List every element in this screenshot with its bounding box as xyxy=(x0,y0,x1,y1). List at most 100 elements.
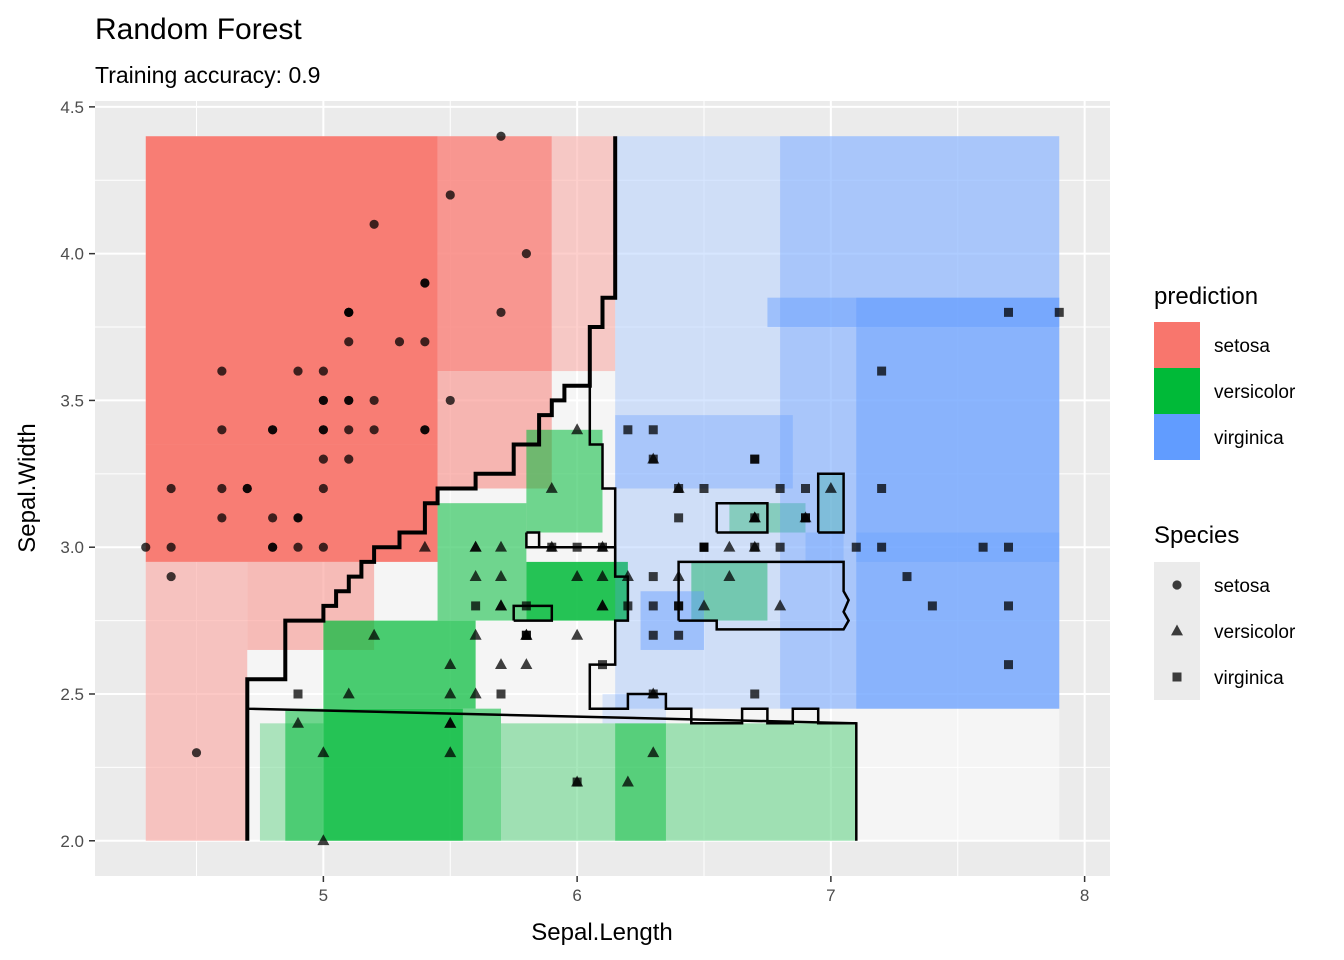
chart-title: Random Forest xyxy=(95,13,302,46)
x-tick-label: 6 xyxy=(572,886,581,905)
y-tick-label: 2.0 xyxy=(60,832,84,851)
x-tick-label: 5 xyxy=(319,886,328,905)
legend-label-setosa: setosa xyxy=(1214,336,1270,357)
point-setosa xyxy=(420,425,430,435)
point-setosa xyxy=(344,395,354,406)
region-virginica xyxy=(615,415,793,489)
point-setosa xyxy=(420,278,430,288)
legend-label-versicolor: versicolor xyxy=(1214,382,1296,403)
point-setosa xyxy=(166,571,176,582)
point-virginica xyxy=(877,542,887,552)
point-virginica xyxy=(293,689,303,699)
point-versicolor xyxy=(317,746,330,758)
point-setosa xyxy=(318,454,328,464)
point-versicolor xyxy=(774,599,787,611)
point-virginica xyxy=(750,454,760,464)
point-virginica xyxy=(674,630,684,640)
point-virginica xyxy=(750,689,760,699)
point-versicolor xyxy=(342,687,355,699)
point-versicolor xyxy=(469,628,482,640)
region-setosa xyxy=(145,136,438,445)
prediction-legend: prediction setosa versicolor virginica xyxy=(1154,283,1296,460)
y-tick-label: 3.5 xyxy=(60,391,84,410)
y-tick-label: 3.0 xyxy=(60,538,84,557)
point-versicolor xyxy=(723,540,736,552)
point-versicolor xyxy=(444,716,457,728)
legend-key-virginica xyxy=(1154,414,1200,460)
point-setosa xyxy=(217,366,227,376)
region-virginica xyxy=(767,297,1060,328)
point-virginica xyxy=(648,425,658,435)
point-virginica xyxy=(521,630,531,640)
decision-boundary-line xyxy=(588,385,857,725)
point-virginica xyxy=(648,601,658,611)
point-setosa xyxy=(318,542,328,552)
legend-symbol-setosa xyxy=(1172,580,1182,590)
point-setosa xyxy=(268,542,278,552)
decision-boundary-line xyxy=(525,532,617,577)
point-setosa xyxy=(344,337,354,347)
point-virginica xyxy=(801,513,810,523)
x-axis: 5 6 7 8 xyxy=(319,876,1089,905)
region-setosa xyxy=(437,136,552,372)
region-versicolor xyxy=(437,503,527,621)
x-tick-label: 7 xyxy=(826,886,835,905)
point-versicolor xyxy=(444,746,457,758)
point-setosa xyxy=(217,425,227,435)
point-virginica xyxy=(775,542,785,552)
point-virginica xyxy=(674,484,684,493)
point-versicolor xyxy=(672,570,685,581)
point-versicolor xyxy=(596,570,609,581)
point-virginica xyxy=(1004,601,1013,611)
point-setosa xyxy=(445,395,455,406)
legend-symbol-virginica xyxy=(1172,672,1182,682)
point-setosa xyxy=(318,366,328,376)
point-versicolor xyxy=(292,716,304,728)
point-versicolor xyxy=(317,834,330,846)
point-virginica xyxy=(699,484,709,493)
prediction-legend-title: prediction xyxy=(1154,283,1258,310)
point-setosa xyxy=(445,190,455,200)
point-setosa xyxy=(293,513,303,523)
y-tick-label: 2.5 xyxy=(60,685,84,704)
point-virginica xyxy=(699,542,709,552)
point-versicolor xyxy=(495,570,507,581)
point-setosa xyxy=(217,483,227,494)
point-versicolor xyxy=(621,775,634,787)
point-setosa xyxy=(496,307,506,317)
point-virginica xyxy=(1004,307,1013,317)
point-setosa xyxy=(217,513,227,523)
point-virginica xyxy=(471,601,481,611)
point-virginica xyxy=(648,689,658,699)
point-versicolor xyxy=(520,658,533,670)
point-setosa xyxy=(496,131,506,141)
point-virginica xyxy=(572,542,582,552)
point-versicolor xyxy=(621,570,634,581)
point-versicolor xyxy=(469,687,482,699)
point-virginica xyxy=(1004,660,1013,670)
point-versicolor xyxy=(571,628,584,640)
region-setosa xyxy=(145,444,438,562)
x-tick-label: 8 xyxy=(1080,886,1089,905)
chart-subtitle: Training accuracy: 0.9 xyxy=(95,62,320,88)
point-setosa xyxy=(344,307,354,317)
species-legend-title: Species xyxy=(1154,522,1239,549)
point-versicolor xyxy=(495,540,507,552)
decision-boundary-line xyxy=(245,136,618,841)
point-virginica xyxy=(927,601,937,611)
point-virginica xyxy=(623,425,633,435)
region-versicolor xyxy=(323,708,463,841)
point-setosa xyxy=(369,219,379,229)
point-versicolor xyxy=(545,481,558,493)
region-setosa xyxy=(551,136,616,372)
point-virginica xyxy=(648,572,658,582)
point-setosa xyxy=(318,425,328,435)
point-setosa xyxy=(420,337,430,347)
point-setosa xyxy=(318,395,328,406)
point-setosa xyxy=(344,425,354,435)
point-virginica xyxy=(1054,307,1064,317)
point-virginica xyxy=(902,572,912,582)
legend-key-setosa xyxy=(1154,322,1200,368)
point-setosa xyxy=(166,483,176,494)
